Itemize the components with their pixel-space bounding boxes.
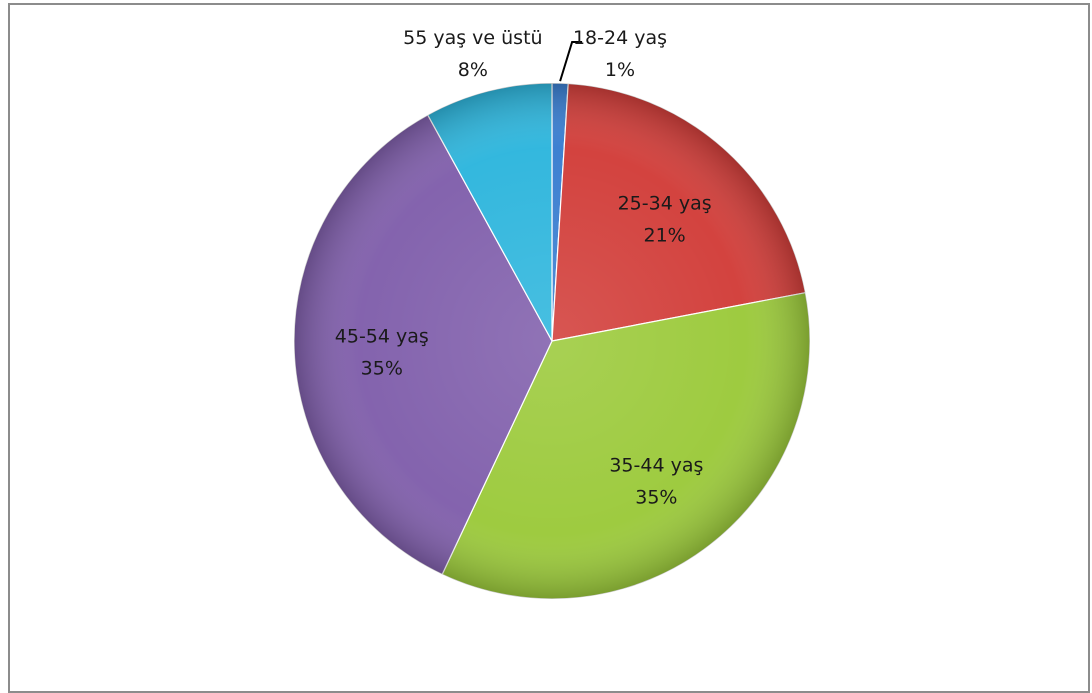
slice-pct-18-24-yas: 1% xyxy=(605,59,635,81)
slice-pct-45-54-yas: 35% xyxy=(361,357,403,379)
slice-label-25-34-yas: 25-34 yaş xyxy=(618,192,712,214)
slice-pct-55-yas-ve-ustu: 8% xyxy=(458,59,488,81)
slice-label-18-24-yas: 18-24 yaş xyxy=(573,27,667,49)
slice-label-35-44-yas: 35-44 yaş xyxy=(609,455,703,477)
leader-line-18-24-yas xyxy=(559,41,583,82)
slice-label-45-54-yas: 45-54 yaş xyxy=(335,325,429,347)
slice-label-55-yas-ve-ustu: 55 yaş ve üstü xyxy=(403,27,542,49)
pie-chart: 18-24 yaş 1% 25-34 yaş 21% 35-44 yaş 35% 45-54… xyxy=(293,27,811,600)
slice-pct-35-44-yas: 35% xyxy=(635,487,677,509)
pie-shading xyxy=(294,83,810,599)
slice-pct-25-34-yas: 21% xyxy=(643,224,685,246)
